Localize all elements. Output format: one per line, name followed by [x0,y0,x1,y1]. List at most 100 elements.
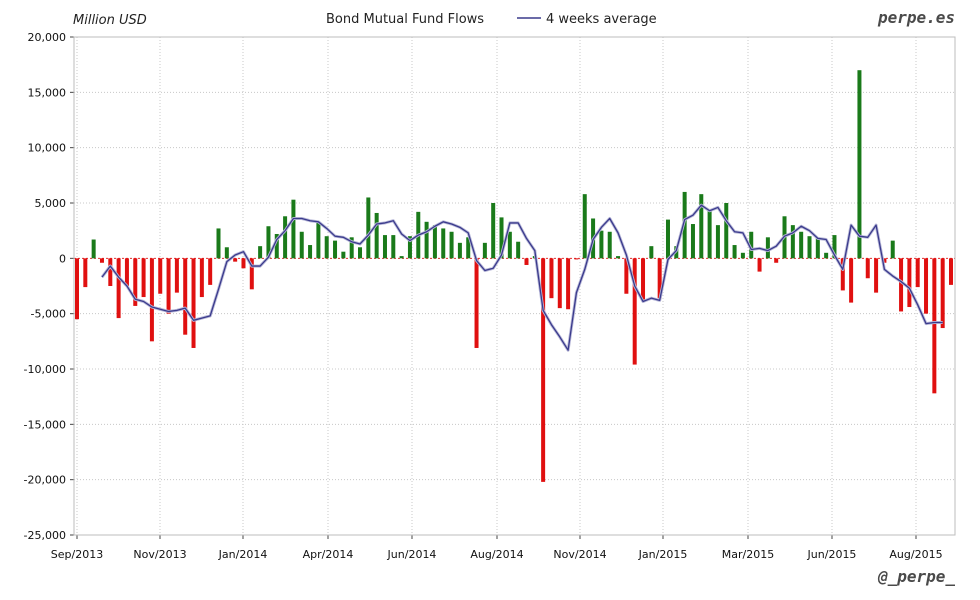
outflow-bar [149,258,154,342]
outflow-bar [183,258,188,335]
inflow-bar [582,194,587,259]
outflow-bar [249,258,254,290]
inflow-bar [358,247,363,259]
inflow-bar [333,240,338,259]
y-tick-label: 20,000 [28,31,67,44]
inflow-bar [283,216,288,259]
average-line-layer [100,203,943,352]
outflow-bar [158,258,163,294]
outflow-bar [632,258,637,365]
outflow-bar [199,258,204,298]
y-tick-label: 0 [59,252,66,265]
y-tick-label: -25,000 [24,529,66,542]
x-tick-labels: Sep/2013 Nov/2013 Jan/2014 Apr/2014 Jun/2014… [51,548,943,561]
inflow-bar [499,217,504,259]
handle-watermark: @_perpe_ [877,567,955,586]
inflow-bar [224,247,229,259]
inflow-bar [715,225,720,259]
x-tick-label: Mar/2015 [722,548,774,561]
outflow-bar [233,258,238,262]
outflow-bar [549,258,554,299]
grid-lines [74,36,955,536]
y-tick-labels: 20,000 15,000 10,000 5,000 0 -5,000 -10,000 -15… [24,31,66,542]
inflow-bar [649,246,654,259]
inflow-bar [349,237,354,259]
inflow-bar [341,251,346,259]
inflow-bar [308,245,313,259]
y-tick-label: -20,000 [24,474,66,487]
outflow-bar [75,258,79,320]
outflow-bar [757,258,762,272]
inflow-bar [765,237,770,259]
y-tick-label: 10,000 [28,142,67,155]
y-tick-label: 15,000 [28,86,67,99]
inflow-bar [824,252,829,259]
y-tick-label: -10,000 [24,363,66,376]
inflow-bar [316,221,321,259]
inflow-bar [424,221,429,259]
inflow-bar [607,231,612,259]
outflow-bar [208,258,213,285]
inflow-bar [699,194,704,259]
outflow-bar [874,258,879,293]
y-tick-label: -15,000 [24,418,66,431]
outflow-bar [882,258,887,263]
inflow-bar [665,219,670,259]
inflow-bar [374,212,379,259]
outflow-bar [133,258,138,306]
outflow-bar [241,258,246,269]
inflow-bar [740,252,745,259]
inflow-bar [291,199,296,259]
legend-label: 4 weeks average [546,12,657,27]
outflow-bar [83,258,88,288]
average-line-halo [100,203,943,352]
outflow-bar [474,258,479,348]
inflow-bar [732,245,737,259]
y-tick-label: 5,000 [35,197,67,210]
outflow-bar [524,258,529,265]
x-tick-label: Apr/2014 [303,548,354,561]
x-tick-label: Nov/2013 [133,548,186,561]
y-tick-label: -5,000 [31,308,66,321]
x-tick-label: Jan/2014 [218,548,268,561]
outflow-bar [940,258,945,329]
x-tick-label: Sep/2013 [51,548,103,561]
inflow-bar [407,236,412,259]
inflow-bar [441,228,446,259]
x-tick-label: Aug/2014 [470,548,523,561]
outflow-bar [541,258,546,482]
outflow-bar [566,258,571,310]
x-tick-label: Jan/2015 [638,548,688,561]
average-line [101,204,943,351]
x-tick-label: Jun/2015 [807,548,857,561]
outflow-bar [141,258,146,298]
outflow-bar [191,258,196,348]
inflow-bar [482,242,487,259]
outflow-bar [641,258,646,301]
outflow-bar [574,258,579,260]
inflow-bar [391,235,396,259]
inflow-bar [274,233,279,259]
inflow-bar [457,242,462,259]
outflow-bar [849,258,854,303]
inflow-bar [466,237,471,259]
inflow-bar [707,209,712,259]
inflow-bar [815,237,820,259]
outflow-bar [624,258,629,294]
outflow-bar [949,258,953,285]
outflow-bar [174,258,179,293]
inflow-bar [366,197,371,259]
site-watermark: perpe.es [877,8,955,27]
outflow-bar [124,258,129,286]
outflow-bar [907,258,912,308]
outflow-bar [774,258,779,263]
outflow-bar [915,258,920,288]
inflow-bar [382,235,387,259]
outflow-bar [116,258,121,319]
inflow-bar [724,203,729,259]
inflow-bar [399,256,404,259]
inflow-bar [807,236,812,259]
inflow-bar [799,231,804,259]
inflow-bar [432,225,437,259]
